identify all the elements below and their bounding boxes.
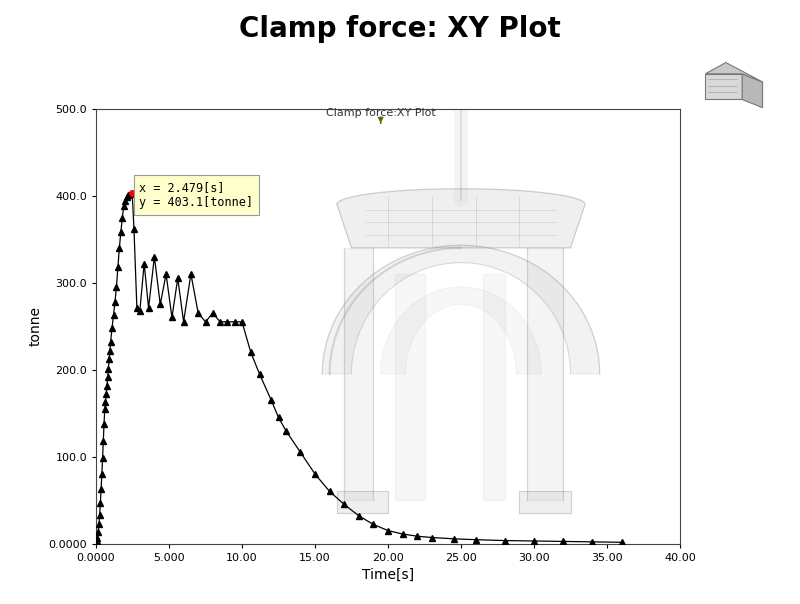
Text: Clamp force:XY Plot: Clamp force:XY Plot bbox=[326, 108, 435, 123]
Polygon shape bbox=[742, 74, 762, 108]
Text: x = 2.479[s]
y = 403.1[tonne]: x = 2.479[s] y = 403.1[tonne] bbox=[139, 181, 254, 209]
Polygon shape bbox=[706, 63, 762, 82]
Polygon shape bbox=[706, 74, 742, 100]
Polygon shape bbox=[381, 287, 542, 374]
Polygon shape bbox=[337, 189, 585, 248]
Polygon shape bbox=[322, 245, 600, 374]
Text: Clamp force: XY Plot: Clamp force: XY Plot bbox=[239, 15, 561, 43]
X-axis label: Time[s]: Time[s] bbox=[362, 568, 414, 582]
Y-axis label: tonne: tonne bbox=[29, 306, 42, 346]
